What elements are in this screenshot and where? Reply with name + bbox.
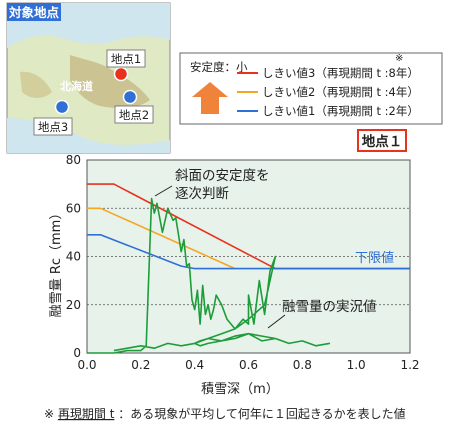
annotation-judge-1: 斜面の安定度を — [175, 168, 270, 184]
annotation-actual-pointer — [267, 314, 286, 329]
series-融雪量の実況値 — [87, 197, 331, 354]
map-title: 対象地点 — [8, 5, 60, 20]
x-tick-label: 0.6 — [239, 358, 258, 372]
series-しきい値1 — [87, 234, 410, 270]
legend-note-mark: ※ — [395, 53, 403, 64]
legend-entry-label: しきい値1（再現期間 t :2年） — [262, 104, 419, 118]
legend: 安定度：小 ※ しきい値3（再現期間 t :8年） しきい値2（再現期間 t :4… — [179, 52, 443, 125]
stability-arrow-icon — [192, 82, 228, 114]
series-lines — [87, 183, 410, 354]
point-2-label: 地点2 — [119, 108, 149, 122]
legend-entry-label: しきい値2（再現期間 t :4年） — [262, 85, 419, 99]
point-badge-box — [357, 129, 407, 152]
y-tick-label: 40 — [66, 250, 81, 264]
y-tick-label: 80 — [66, 153, 81, 167]
annotation-judge-2: 逐次判断 — [175, 186, 229, 202]
annotation-judge-pointer — [154, 185, 173, 197]
x-tick-label: 0.8 — [293, 358, 312, 372]
y-tick-label: 60 — [66, 201, 81, 215]
x-tick-label: 1.0 — [347, 358, 366, 372]
annotation-actual: 融雪量の実況値 — [282, 299, 377, 315]
x-tick-label: 1.2 — [400, 358, 419, 372]
point-1-label: 地点1 — [111, 52, 141, 66]
x-tick-label: 0.0 — [77, 358, 96, 372]
x-tick-labels: 0.0 0.2 0.4 0.6 0.8 1.0 1.2 — [77, 358, 419, 372]
y-tick-label: 0 — [73, 346, 81, 360]
point-3-marker — [54, 99, 70, 115]
footnote-text: ：ある現象が平均して何年に１回起きるかを表した値 — [118, 406, 405, 421]
y-tick-labels: 0 20 40 60 80 — [66, 153, 81, 360]
point-1-marker — [113, 66, 129, 82]
y-tick-label: 20 — [66, 298, 81, 312]
map-title-box — [7, 3, 61, 21]
x-tick-label: 0.2 — [131, 358, 150, 372]
annotation-lower-limit: 下限値 — [355, 250, 394, 266]
stability-label: 安定度：小 — [190, 60, 248, 74]
point-badge: 地点１ — [362, 133, 403, 150]
footnote-mark: ※ — [44, 407, 58, 421]
series-しきい値2 — [87, 207, 236, 270]
legend-entry-label: しきい値3（再現期間 t :8年） — [262, 66, 419, 80]
map-region-label: 北海道 — [60, 79, 93, 93]
footnote-term: 再現期間 t — [58, 407, 115, 421]
map-inset: 対象地点 北海道 地点1 地点2 地点3 — [6, 2, 171, 154]
point-3-label: 地点3 — [38, 120, 68, 134]
point-2-marker — [122, 89, 138, 105]
x-tick-label: 0.4 — [185, 358, 204, 372]
map-mountains-2 — [20, 71, 52, 98]
footnote: ※ 再現期間 t ：ある現象が平均して何年に１回起きるかを表した値 — [44, 406, 406, 421]
y-axis-label: 融雪量 Rc（mm） — [49, 207, 64, 318]
x-axis-label: 積雪深（m） — [201, 382, 279, 397]
